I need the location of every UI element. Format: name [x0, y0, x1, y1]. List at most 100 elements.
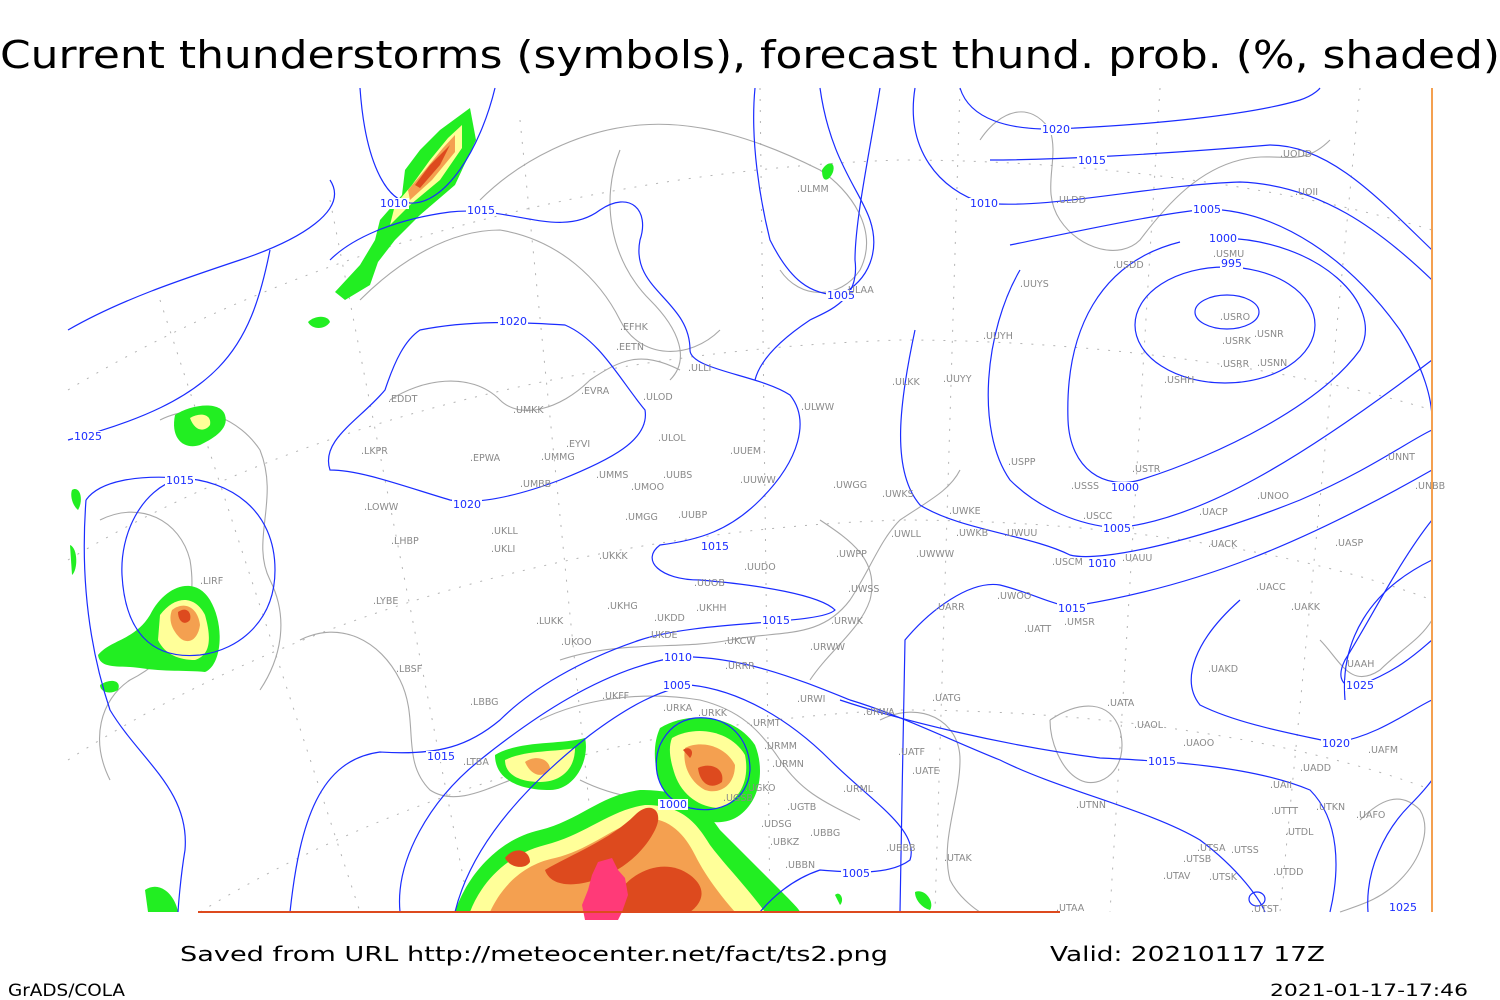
- station-label: .UUBS: [663, 470, 692, 481]
- station-label: .UTDD: [1273, 867, 1303, 878]
- station-label: .URKK: [698, 708, 728, 719]
- prob-area-italy: [98, 585, 220, 693]
- station-label: .UAOO: [1183, 738, 1214, 749]
- station-label: .UACK: [1208, 539, 1238, 550]
- isobar-label: 1000: [659, 798, 687, 811]
- station-label: .UATF: [898, 747, 925, 758]
- prob-area-north-sea: [70, 405, 226, 575]
- station-label: .URRR: [725, 661, 755, 672]
- isobar-label-bg: [426, 751, 456, 762]
- station-label: .UWPP: [836, 549, 867, 560]
- station-label: .UKLI: [491, 544, 515, 555]
- station-label: .EFHK: [620, 322, 649, 333]
- station-label: .EETN: [616, 342, 644, 353]
- isobar-label-bg: [1388, 902, 1418, 913]
- isobar-label-bg: [165, 475, 195, 486]
- station-label: .USTR: [1132, 464, 1161, 475]
- station-label: .UMBB: [520, 479, 551, 490]
- station-label: .ULAA: [845, 285, 874, 296]
- isobar-label: 1010: [1088, 557, 1116, 570]
- isobar-label: 1000: [1111, 481, 1139, 494]
- isobar-label-bg: [841, 868, 871, 879]
- isobar-label: 1015: [1148, 755, 1176, 768]
- station-label: .USDD: [1113, 260, 1144, 271]
- station-label: .USCC: [1083, 511, 1113, 522]
- station-label: .URKA: [663, 703, 693, 714]
- isobar-label: 1025: [74, 430, 102, 443]
- station-label: .UUBP: [678, 510, 707, 521]
- isobar-label: 1005: [1103, 522, 1131, 535]
- station-label: .UMMG: [541, 452, 575, 463]
- station-label: .UAKK: [1291, 602, 1321, 613]
- isobars: [67, 87, 1433, 913]
- isobar-label: 1015: [1058, 602, 1086, 615]
- station-label: .ULMM: [797, 184, 829, 195]
- station-label: .UAFO: [1356, 810, 1385, 821]
- station-label: .UMMS: [596, 470, 628, 481]
- station-label: .LUKK: [536, 616, 564, 627]
- valid-time: Valid: 20210117 17Z: [1050, 942, 1325, 966]
- station-labels: .ULMM .ULAA .EFHK .EETN .ULLI .EVRA .ULOD .EDDT…: [200, 149, 1445, 915]
- isobar-label-bg: [1220, 258, 1243, 269]
- station-label: .UATE: [912, 766, 940, 777]
- station-label: .UUOB: [694, 578, 725, 589]
- station-label: .UOII: [1295, 187, 1318, 198]
- station-label: .UTTT: [1271, 806, 1298, 817]
- station-label: .UUYS: [1020, 279, 1049, 290]
- isobar-label: 1020: [499, 315, 527, 328]
- station-label: .USRK: [1222, 336, 1252, 347]
- station-label: .UWKB: [956, 528, 988, 539]
- station-label: .UNOO: [1257, 491, 1289, 502]
- isobar-label-bg: [826, 290, 856, 301]
- isobar-label: 1015: [467, 204, 495, 217]
- station-label: .UAFM: [1368, 745, 1398, 756]
- isobar-label: 1025: [1389, 901, 1417, 914]
- station-label: .UTAA: [1056, 903, 1085, 914]
- station-label: .UUDO: [744, 562, 776, 573]
- station-label: .UKKK: [599, 551, 628, 562]
- isobar-label: 1005: [842, 867, 870, 880]
- station-label: .EVRA: [581, 386, 610, 397]
- station-label: .UTSA: [1197, 843, 1226, 854]
- isobar-label: 995: [1221, 257, 1242, 270]
- isobar-label-bg: [498, 316, 528, 327]
- station-label: .USHH: [1164, 375, 1194, 386]
- station-label: .UGKO: [745, 783, 776, 794]
- map-frame: 1010 1015 1020 1025 1015 1020 1015 1015 1010 1005…: [67, 87, 1445, 920]
- station-label: .USRR: [1220, 359, 1250, 370]
- station-label: .UBBB: [886, 843, 916, 854]
- station-label: .UACP: [1199, 507, 1228, 518]
- station-label: .UATG: [932, 693, 961, 704]
- isobar-labels: 1010 1015 1020 1025 1015 1020 1015 1015 1010 1005…: [73, 123, 1418, 914]
- station-label: .UUYH: [983, 331, 1013, 342]
- station-label: .UASP: [1335, 538, 1364, 549]
- station-label: .ULDD: [1056, 195, 1086, 206]
- isobar-label-bg: [1110, 482, 1140, 493]
- station-label: .LOWW: [364, 502, 399, 513]
- station-label: .URMT: [750, 718, 781, 729]
- isobar-label: 1020: [1042, 123, 1070, 136]
- station-label: .URML: [843, 784, 874, 795]
- saved-from-url: Saved from URL http://meteocenter.net/fa…: [180, 942, 888, 966]
- probability-shading: [70, 108, 932, 920]
- station-label: .LIRF: [200, 576, 223, 587]
- station-label: .UGTB: [787, 802, 816, 813]
- isobar-label-bg: [379, 198, 409, 209]
- station-label: .UTNN: [1076, 800, 1106, 811]
- station-label: .LHBP: [391, 536, 419, 547]
- station-label: .ULLI: [688, 363, 711, 374]
- station-label: .UTSB: [1183, 854, 1211, 865]
- station-label: .ULKK: [892, 377, 920, 388]
- station-label: .EPWA: [470, 453, 501, 464]
- isobar-label-bg: [1087, 558, 1117, 569]
- station-label: .UNBB: [1415, 481, 1445, 492]
- station-label: .UWOO: [997, 591, 1031, 602]
- isobar-label: 1010: [664, 651, 692, 664]
- station-label: .UWGG: [833, 480, 867, 491]
- station-label: .UKDE: [648, 630, 678, 641]
- isobar-label: 1020: [1322, 737, 1350, 750]
- isobar-label: 1015: [427, 750, 455, 763]
- station-label: .UKLL: [491, 526, 518, 537]
- station-label: .USMU: [1213, 249, 1244, 260]
